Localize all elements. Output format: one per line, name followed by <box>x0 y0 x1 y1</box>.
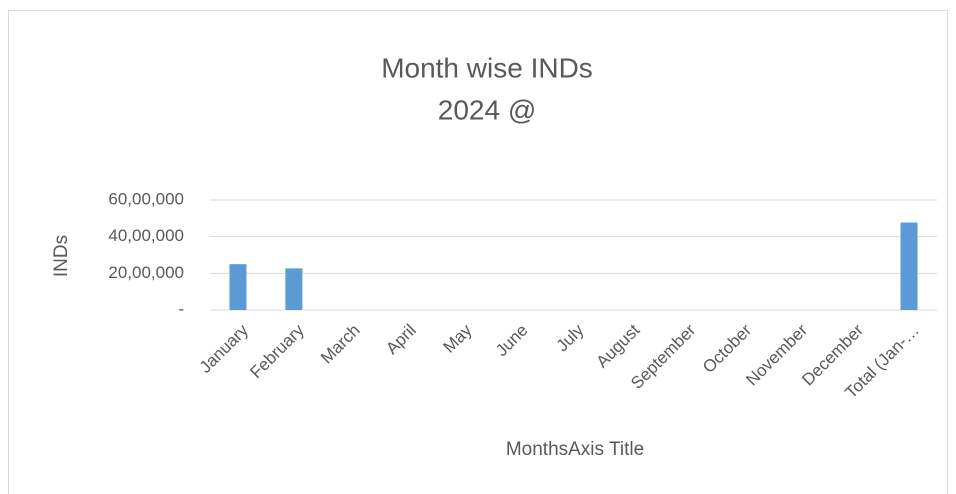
bar <box>285 268 303 310</box>
x-axis-title: MonthsAxis Title <box>506 439 644 460</box>
bar <box>900 222 918 310</box>
y-tick-label: 60,00,000 <box>108 189 184 208</box>
y-axis-title: INDs <box>51 235 72 277</box>
chart-title: Month wise INDs <box>381 52 593 83</box>
y-tick-label: - <box>178 299 184 318</box>
y-tick-label: 40,00,000 <box>108 226 184 245</box>
bar <box>229 264 247 310</box>
chart-border <box>8 10 948 494</box>
y-tick-label: 20,00,000 <box>108 263 184 282</box>
chart-subtitle: 2024 @ <box>438 94 537 125</box>
